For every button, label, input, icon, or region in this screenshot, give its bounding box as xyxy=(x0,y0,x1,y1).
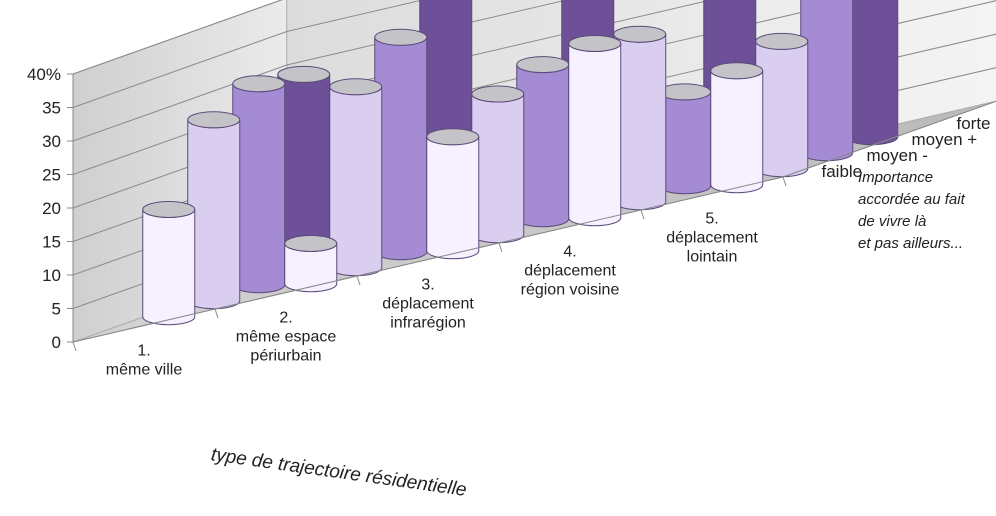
y-tick-label: 30 xyxy=(42,132,61,151)
x-tick-mark xyxy=(498,242,503,253)
x-tick-mark xyxy=(72,341,77,352)
category-label-3: 3. déplacement infrarégion xyxy=(382,277,474,332)
bar-top xyxy=(142,201,196,218)
x-axis-title: type de trajectoire résidentielle xyxy=(210,444,468,501)
bar-moyen-4 xyxy=(613,25,667,211)
bar-top xyxy=(277,65,331,83)
category-label-1: 1. même ville xyxy=(106,343,183,379)
x-axis-line xyxy=(72,176,784,343)
series-label-1: faible xyxy=(822,162,863,181)
bars-group xyxy=(142,0,899,326)
bar-moyen-1 xyxy=(187,111,241,310)
bar-body xyxy=(845,0,899,146)
y-tick-label: 5 xyxy=(52,300,61,319)
bar-faible-1 xyxy=(142,201,196,326)
series-label-2: moyen - xyxy=(867,146,928,165)
y-tick-label: 25 xyxy=(42,166,61,185)
bar-top xyxy=(710,62,764,80)
gridline xyxy=(72,0,425,108)
gridline xyxy=(72,0,569,142)
y-tick-label: 10 xyxy=(42,266,61,285)
bar-top xyxy=(755,32,809,50)
bar-faible-2 xyxy=(284,235,338,293)
bar-top xyxy=(374,28,428,46)
bar-body xyxy=(471,93,525,244)
depth-axis-line xyxy=(782,100,996,178)
bar-top xyxy=(613,25,667,43)
x-tick-mark xyxy=(214,308,219,319)
bar-moyen-2 xyxy=(374,28,428,261)
bar-forte-1 xyxy=(277,65,331,278)
bar-top xyxy=(329,78,383,96)
bar-moyen-2 xyxy=(329,78,383,277)
bar-body xyxy=(232,83,286,294)
bar-top xyxy=(516,56,570,74)
series-label-3: moyen + xyxy=(912,130,978,149)
bar-top xyxy=(471,85,525,103)
bar-body xyxy=(710,70,764,194)
bar-faible-4 xyxy=(568,35,622,227)
y-tick-label: 20 xyxy=(42,199,61,218)
bar-moyen-4 xyxy=(658,83,712,195)
bar-moyen-5 xyxy=(800,0,854,162)
bar-body xyxy=(613,34,667,211)
bar-body xyxy=(187,119,241,310)
bar-moyen-1 xyxy=(232,75,286,294)
bar-body xyxy=(658,91,712,195)
bar-top xyxy=(232,75,286,93)
bar-body xyxy=(755,41,809,178)
category-label-5: 5. déplacement lointain xyxy=(666,211,758,266)
legend-title: Importance accordée au fait de vivre là et … xyxy=(858,169,966,252)
x-tick-mark xyxy=(640,209,645,220)
bar-forte-5 xyxy=(845,0,899,146)
bar-body xyxy=(142,209,196,326)
x-tick-mark xyxy=(782,176,787,187)
y-tick-label: 15 xyxy=(42,233,61,252)
bar-top xyxy=(284,235,338,252)
bar-body xyxy=(329,86,383,277)
x-tick-mark xyxy=(356,275,361,286)
bar-faible-3 xyxy=(426,128,480,260)
axes-group xyxy=(67,73,996,352)
bar-body xyxy=(374,37,428,261)
bar-moyen-5 xyxy=(755,32,809,178)
y-tick-label: 35 xyxy=(42,99,61,118)
category-label-2: 2. même espace périurbain xyxy=(236,310,337,365)
bar-body xyxy=(568,43,622,227)
bar-faible-5 xyxy=(710,62,764,194)
category-label-4: 4. déplacement région voisine xyxy=(521,244,620,299)
bar-top xyxy=(568,35,622,52)
series-label-4: forte xyxy=(957,114,991,133)
y-tick-label: 0 xyxy=(52,333,61,352)
bar-body xyxy=(800,0,854,162)
bar-body xyxy=(516,64,570,228)
y-tick-label: 40% xyxy=(27,65,61,84)
bar-top xyxy=(426,128,480,146)
bar-top xyxy=(658,83,712,101)
gridline xyxy=(72,0,283,75)
bar-moyen-3 xyxy=(471,85,525,244)
bar-moyen-3 xyxy=(516,56,570,228)
bar-top xyxy=(187,111,241,129)
bar-body xyxy=(426,136,480,260)
